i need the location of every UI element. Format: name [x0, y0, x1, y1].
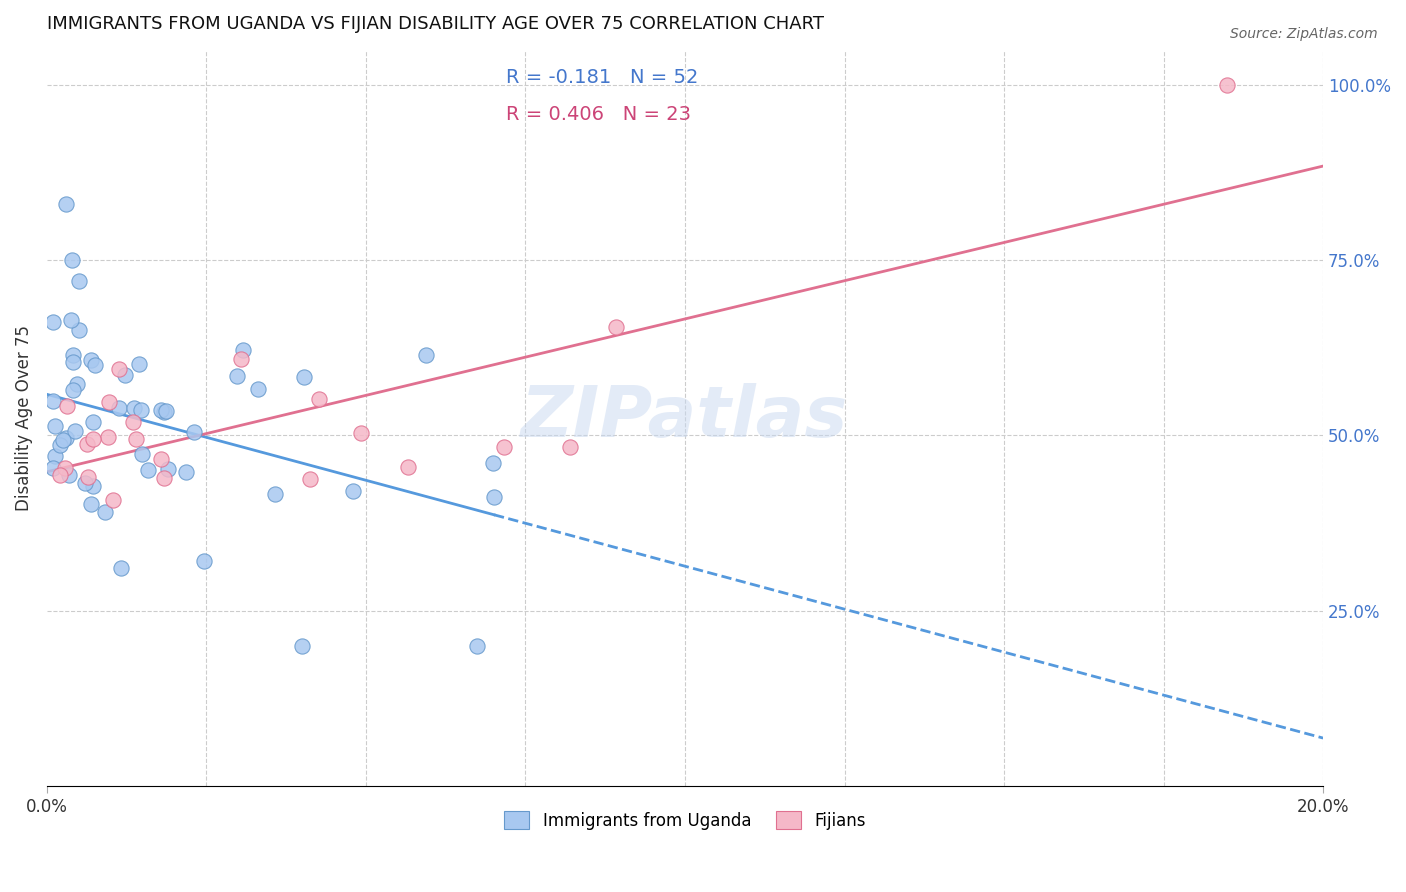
- Point: [42, 461, 65, 475]
- Point: [82, 415, 104, 429]
- Legend: Immigrants from Uganda, Fijians: Immigrants from Uganda, Fijians: [498, 805, 873, 837]
- Point: [44, 419, 66, 434]
- Text: R = 0.406   N = 23: R = 0.406 N = 23: [506, 105, 692, 124]
- Y-axis label: Disability Age Over 75: Disability Age Over 75: [15, 325, 32, 511]
- Point: [108, 401, 131, 415]
- Point: [97, 429, 120, 443]
- Point: [481, 456, 503, 470]
- Point: [492, 440, 515, 454]
- Point: [58, 468, 80, 483]
- Point: [42, 315, 65, 329]
- Point: [62, 348, 84, 362]
- Point: [76, 437, 98, 451]
- Point: [232, 343, 254, 358]
- Point: [49, 438, 72, 452]
- Point: [110, 561, 132, 575]
- Point: [125, 432, 148, 446]
- Point: [465, 639, 488, 653]
- Point: [122, 415, 145, 429]
- Point: [342, 484, 364, 499]
- Point: [156, 462, 179, 476]
- Point: [62, 384, 84, 398]
- Point: [101, 493, 124, 508]
- Point: [48, 468, 70, 483]
- Point: [152, 471, 174, 485]
- Point: [80, 497, 103, 511]
- Point: [350, 426, 373, 441]
- Point: [264, 487, 287, 501]
- Point: [153, 405, 176, 419]
- Point: [149, 451, 172, 466]
- Point: [229, 352, 252, 367]
- Point: [396, 459, 419, 474]
- Point: [131, 447, 153, 461]
- Point: [66, 377, 89, 392]
- Point: [62, 354, 84, 368]
- Point: [67, 323, 90, 337]
- Point: [55, 460, 77, 475]
- Point: [114, 368, 136, 383]
- Text: Source: ZipAtlas.com: Source: ZipAtlas.com: [1230, 27, 1378, 41]
- Point: [150, 403, 173, 417]
- Point: [174, 465, 197, 479]
- Text: ZIPatlas: ZIPatlas: [522, 384, 849, 452]
- Point: [246, 382, 269, 396]
- Point: [42, 394, 65, 409]
- Point: [83, 358, 105, 372]
- Point: [67, 274, 90, 288]
- Point: [183, 425, 205, 440]
- Point: [415, 348, 437, 362]
- Point: [308, 392, 330, 406]
- Point: [605, 319, 627, 334]
- Point: [136, 463, 159, 477]
- Point: [56, 399, 79, 413]
- Point: [560, 440, 582, 454]
- Point: [298, 472, 321, 486]
- Point: [44, 449, 66, 463]
- Point: [108, 361, 131, 376]
- Point: [80, 353, 103, 368]
- Point: [55, 197, 77, 211]
- Point: [62, 253, 84, 268]
- Point: [128, 357, 150, 371]
- Point: [65, 424, 87, 438]
- Point: [193, 554, 215, 568]
- Point: [155, 403, 177, 417]
- Point: [122, 401, 145, 415]
- Point: [77, 470, 100, 484]
- Point: [55, 431, 77, 445]
- Text: IMMIGRANTS FROM UGANDA VS FIJIAN DISABILITY AGE OVER 75 CORRELATION CHART: IMMIGRANTS FROM UGANDA VS FIJIAN DISABIL…: [46, 15, 824, 33]
- Point: [52, 433, 75, 447]
- Point: [82, 432, 104, 446]
- Point: [98, 395, 121, 409]
- Point: [482, 490, 505, 504]
- Point: [75, 475, 97, 490]
- Text: R = -0.181   N = 52: R = -0.181 N = 52: [506, 68, 699, 87]
- Point: [226, 369, 249, 384]
- Point: [1216, 78, 1239, 92]
- Point: [292, 370, 315, 384]
- Point: [59, 312, 82, 326]
- Point: [82, 479, 104, 493]
- Point: [94, 505, 117, 519]
- Point: [291, 639, 314, 653]
- Point: [129, 403, 152, 417]
